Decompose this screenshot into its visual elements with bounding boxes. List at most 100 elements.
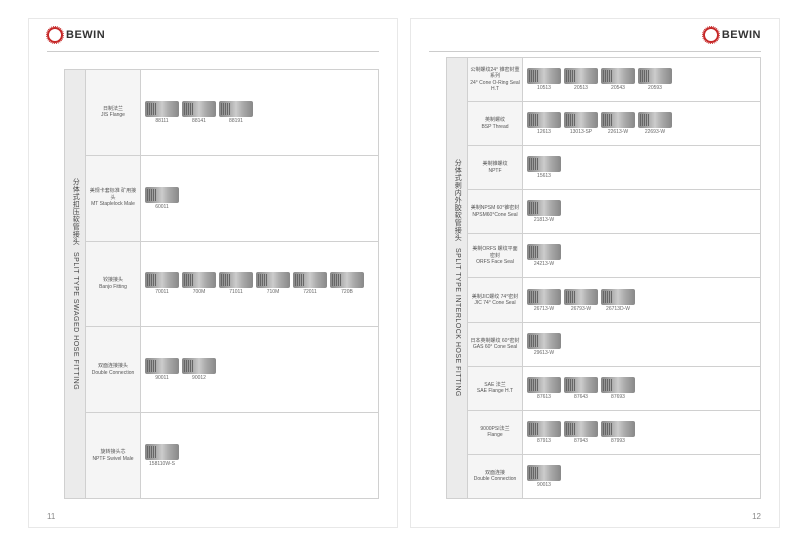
fitting-icon: [564, 112, 598, 128]
product-item: 87643: [564, 377, 598, 400]
product-code: 158110W-S: [149, 461, 175, 467]
product-code: 87693: [611, 394, 625, 400]
fitting-icon: [527, 200, 561, 216]
category-sidebar: 分体式剥内外胶软管接头 SPLIT TYPE INTERLOCK HOSE FI…: [446, 57, 468, 499]
product-item: 87613: [527, 377, 561, 400]
fitting-icon: [527, 465, 561, 481]
product-item: 12613: [527, 112, 561, 135]
product-item: 71011: [219, 272, 253, 295]
category-cn: 公制螺纹24° 锥密封重系列: [470, 67, 520, 80]
fitting-icon: [182, 358, 216, 374]
category-en: GAS 60° Cone Seal: [473, 344, 517, 351]
sidebar-title-cn: 分体式扣压软管接头: [71, 178, 79, 246]
header-rule: [47, 51, 379, 52]
product-item: 26713D-W: [601, 289, 635, 312]
fitting-icon: [564, 377, 598, 393]
product-code: 90011: [155, 375, 169, 381]
product-code: 87913: [537, 438, 551, 444]
row-category: 日制法兰JIS Flange: [86, 70, 141, 155]
category-en: NPTF Swivel Male: [92, 456, 133, 463]
product-item: 72011: [293, 272, 327, 295]
product-items: 15613: [523, 146, 760, 189]
product-item: 13013-SP: [564, 112, 598, 135]
fitting-icon: [219, 272, 253, 288]
product-code: 26713-W: [534, 306, 554, 312]
product-items: 1261313013-SP22613-W22693-W: [523, 102, 760, 145]
product-code: 70011: [155, 289, 169, 295]
product-code: 87993: [611, 438, 625, 444]
product-table: 公制螺纹24° 锥密封重系列24° Cone O-Ring Seal H.T 10…: [468, 57, 761, 499]
sidebar-title-cn: 分体式剥内外胶软管接头: [453, 159, 461, 242]
product-code: 20513: [574, 85, 588, 91]
product-row: 日本英制螺纹 60°密封GAS 60° Cone Seal29613-W: [468, 323, 760, 367]
row-category: 英制螺纹BSP Thread: [468, 102, 523, 145]
row-category: 美规卡套标准 矿用接头MT Staplelock Male: [86, 156, 141, 241]
product-row: 双面连接Double Connection90013: [468, 455, 760, 498]
product-item: 88191: [219, 101, 253, 124]
product-row: 美规卡套标准 矿用接头MT Staplelock Male 60011: [86, 156, 378, 242]
product-code: 90013: [537, 482, 551, 488]
product-item: 90013: [527, 465, 561, 488]
product-item: 60011: [145, 187, 179, 210]
product-code: 88191: [229, 118, 243, 124]
product-item: 20513: [564, 68, 598, 91]
fitting-icon: [182, 272, 216, 288]
product-row: 旋转接头芯NPTF Swivel Male158110W-S: [86, 413, 378, 498]
product-code: 12613: [537, 129, 551, 135]
fitting-icon: [564, 421, 598, 437]
product-items: 158110W-S: [141, 413, 378, 498]
product-code: 22693-W: [645, 129, 665, 135]
fitting-icon: [527, 156, 561, 172]
product-item: 90011: [145, 358, 179, 381]
product-item: 720B: [330, 272, 364, 295]
product-code: 720B: [341, 289, 353, 295]
product-row: 日制法兰JIS Flange 88111 88141 88191: [86, 70, 378, 156]
product-code: 60011: [155, 204, 169, 210]
product-code: 88111: [155, 118, 168, 124]
product-row: SAE 法兰SAE Flange H.T876138764387693: [468, 367, 760, 411]
product-code: 87613: [537, 394, 551, 400]
row-category: 美制锥螺纹NPTF: [468, 146, 523, 189]
fitting-icon: [564, 68, 598, 84]
product-code: 90012: [192, 375, 206, 381]
product-code: 21813-W: [534, 217, 554, 223]
fitting-icon: [601, 289, 635, 305]
product-code: 29613-W: [534, 350, 554, 356]
page-content: 分体式扣压软管接头 SPLIT TYPE SWAGED HOSE FITTING…: [64, 69, 379, 499]
fitting-icon: [601, 421, 635, 437]
brand-logo: BEWIN: [47, 27, 105, 43]
fitting-icon: [145, 358, 179, 374]
fitting-icon: [638, 68, 672, 84]
product-code: 13013-SP: [570, 129, 592, 135]
category-en: MT Staplelock Male: [91, 201, 135, 208]
fitting-icon: [145, 272, 179, 288]
product-code: 72011: [303, 289, 317, 295]
fitting-icon: [145, 444, 179, 460]
product-items: 26713-W 26793-W26713D-W: [523, 278, 760, 321]
header-rule: [429, 51, 761, 52]
product-item: 26793-W: [564, 289, 598, 312]
fitting-icon: [601, 112, 635, 128]
product-item: 29613-W: [527, 333, 561, 356]
product-items: 88111 88141 88191: [141, 70, 378, 155]
brand-name: BEWIN: [66, 29, 105, 41]
product-code: 88141: [192, 118, 206, 124]
fitting-icon: [564, 289, 598, 305]
brand-name: BEWIN: [722, 29, 761, 41]
fitting-icon: [527, 68, 561, 84]
product-item: 24213-W: [527, 244, 561, 267]
gear-icon: [47, 27, 63, 43]
gear-icon: [703, 27, 719, 43]
product-items: 21813-W: [523, 190, 760, 233]
product-row: 铰接接头Banjo Fitting70011700M71011710M72011…: [86, 242, 378, 328]
fitting-icon: [638, 112, 672, 128]
category-en: 24° Cone O-Ring Seal H.T: [470, 80, 520, 93]
row-category: 铰接接头Banjo Fitting: [86, 242, 141, 327]
product-item: 10513: [527, 68, 561, 91]
product-item: 22693-W: [638, 112, 672, 135]
category-en: BSP Thread: [481, 124, 508, 131]
sidebar-title-en: SPLIT TYPE INTERLOCK HOSE FITTING: [453, 248, 461, 397]
category-en: ORFS Face Seal: [476, 259, 514, 266]
category-sidebar: 分体式扣压软管接头 SPLIT TYPE SWAGED HOSE FITTING: [64, 69, 86, 499]
fitting-icon: [527, 421, 561, 437]
